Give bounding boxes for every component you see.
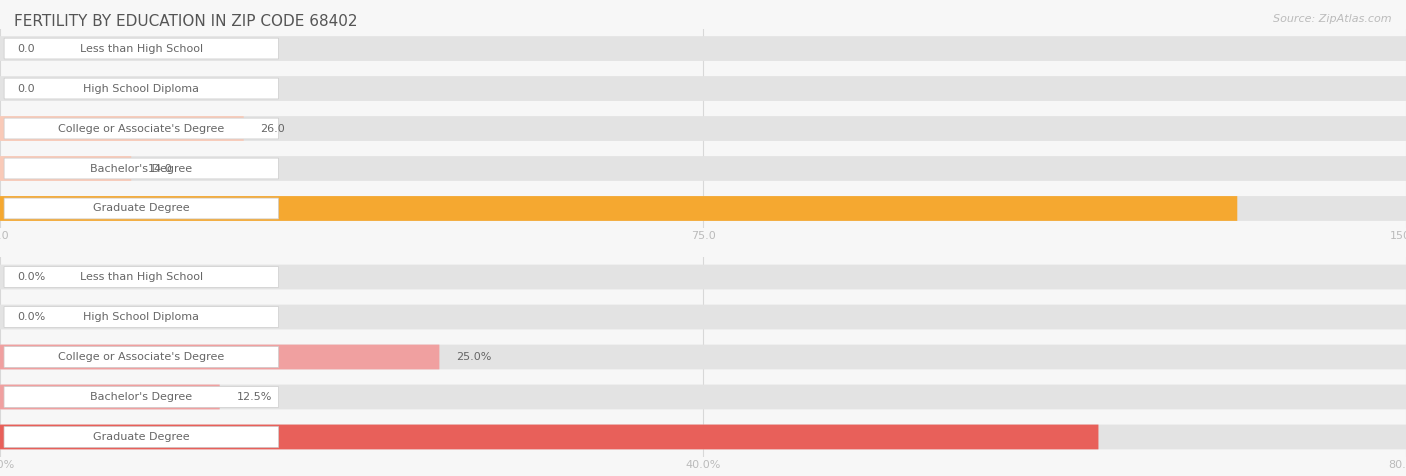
FancyBboxPatch shape [0,385,219,409]
Text: 14.0: 14.0 [148,163,173,174]
FancyBboxPatch shape [4,267,278,288]
FancyBboxPatch shape [4,78,278,99]
FancyBboxPatch shape [0,345,439,369]
FancyBboxPatch shape [0,76,1406,101]
Text: 12.5%: 12.5% [236,392,271,402]
FancyBboxPatch shape [4,198,278,219]
Text: 26.0: 26.0 [260,123,285,134]
Text: Less than High School: Less than High School [80,272,202,282]
Text: 0.0: 0.0 [17,83,35,94]
FancyBboxPatch shape [0,196,1406,221]
FancyBboxPatch shape [4,38,278,59]
Text: College or Associate's Degree: College or Associate's Degree [58,352,225,362]
Text: Source: ZipAtlas.com: Source: ZipAtlas.com [1274,14,1392,24]
FancyBboxPatch shape [0,425,1098,449]
FancyBboxPatch shape [0,345,1406,369]
Text: High School Diploma: High School Diploma [83,312,200,322]
Text: Graduate Degree: Graduate Degree [93,203,190,214]
FancyBboxPatch shape [0,265,1406,289]
FancyBboxPatch shape [0,36,1406,61]
Text: 132.0: 132.0 [1191,203,1223,214]
FancyBboxPatch shape [0,156,1406,181]
FancyBboxPatch shape [0,305,1406,329]
FancyBboxPatch shape [0,116,243,141]
FancyBboxPatch shape [4,158,278,179]
FancyBboxPatch shape [0,116,1406,141]
FancyBboxPatch shape [0,385,1406,409]
Text: Graduate Degree: Graduate Degree [93,432,190,442]
Text: Bachelor's Degree: Bachelor's Degree [90,392,193,402]
Text: High School Diploma: High School Diploma [83,83,200,94]
Text: FERTILITY BY EDUCATION IN ZIP CODE 68402: FERTILITY BY EDUCATION IN ZIP CODE 68402 [14,14,357,30]
FancyBboxPatch shape [0,156,131,181]
Text: 25.0%: 25.0% [456,352,492,362]
FancyBboxPatch shape [4,307,278,327]
Text: Less than High School: Less than High School [80,43,202,54]
Text: 62.5%: 62.5% [1049,432,1084,442]
Text: 0.0%: 0.0% [17,312,45,322]
Text: College or Associate's Degree: College or Associate's Degree [58,123,225,134]
Text: 0.0%: 0.0% [17,272,45,282]
Text: 0.0: 0.0 [17,43,35,54]
FancyBboxPatch shape [4,387,278,407]
FancyBboxPatch shape [0,425,1406,449]
FancyBboxPatch shape [4,426,278,447]
Text: Bachelor's Degree: Bachelor's Degree [90,163,193,174]
FancyBboxPatch shape [0,196,1237,221]
FancyBboxPatch shape [4,347,278,367]
FancyBboxPatch shape [4,118,278,139]
